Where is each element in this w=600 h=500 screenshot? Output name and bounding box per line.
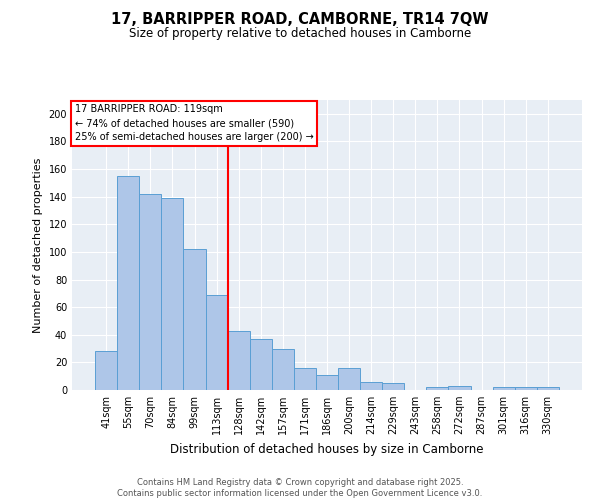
Bar xyxy=(493,387,515,390)
Bar xyxy=(95,352,117,390)
Bar xyxy=(161,198,184,390)
Bar xyxy=(250,339,272,390)
X-axis label: Distribution of detached houses by size in Camborne: Distribution of detached houses by size … xyxy=(170,442,484,456)
Bar xyxy=(294,368,316,390)
Bar xyxy=(448,386,470,390)
Y-axis label: Number of detached properties: Number of detached properties xyxy=(33,158,43,332)
Bar xyxy=(184,249,206,390)
Text: Size of property relative to detached houses in Camborne: Size of property relative to detached ho… xyxy=(129,28,471,40)
Bar xyxy=(338,368,360,390)
Text: Contains HM Land Registry data © Crown copyright and database right 2025.
Contai: Contains HM Land Registry data © Crown c… xyxy=(118,478,482,498)
Bar xyxy=(537,387,559,390)
Bar xyxy=(360,382,382,390)
Bar xyxy=(206,294,227,390)
Bar xyxy=(272,348,294,390)
Bar xyxy=(117,176,139,390)
Text: 17 BARRIPPER ROAD: 119sqm
← 74% of detached houses are smaller (590)
25% of semi: 17 BARRIPPER ROAD: 119sqm ← 74% of detac… xyxy=(74,104,313,142)
Bar xyxy=(316,375,338,390)
Bar xyxy=(382,383,404,390)
Bar xyxy=(227,330,250,390)
Bar xyxy=(427,387,448,390)
Text: 17, BARRIPPER ROAD, CAMBORNE, TR14 7QW: 17, BARRIPPER ROAD, CAMBORNE, TR14 7QW xyxy=(111,12,489,28)
Bar xyxy=(139,194,161,390)
Bar xyxy=(515,387,537,390)
